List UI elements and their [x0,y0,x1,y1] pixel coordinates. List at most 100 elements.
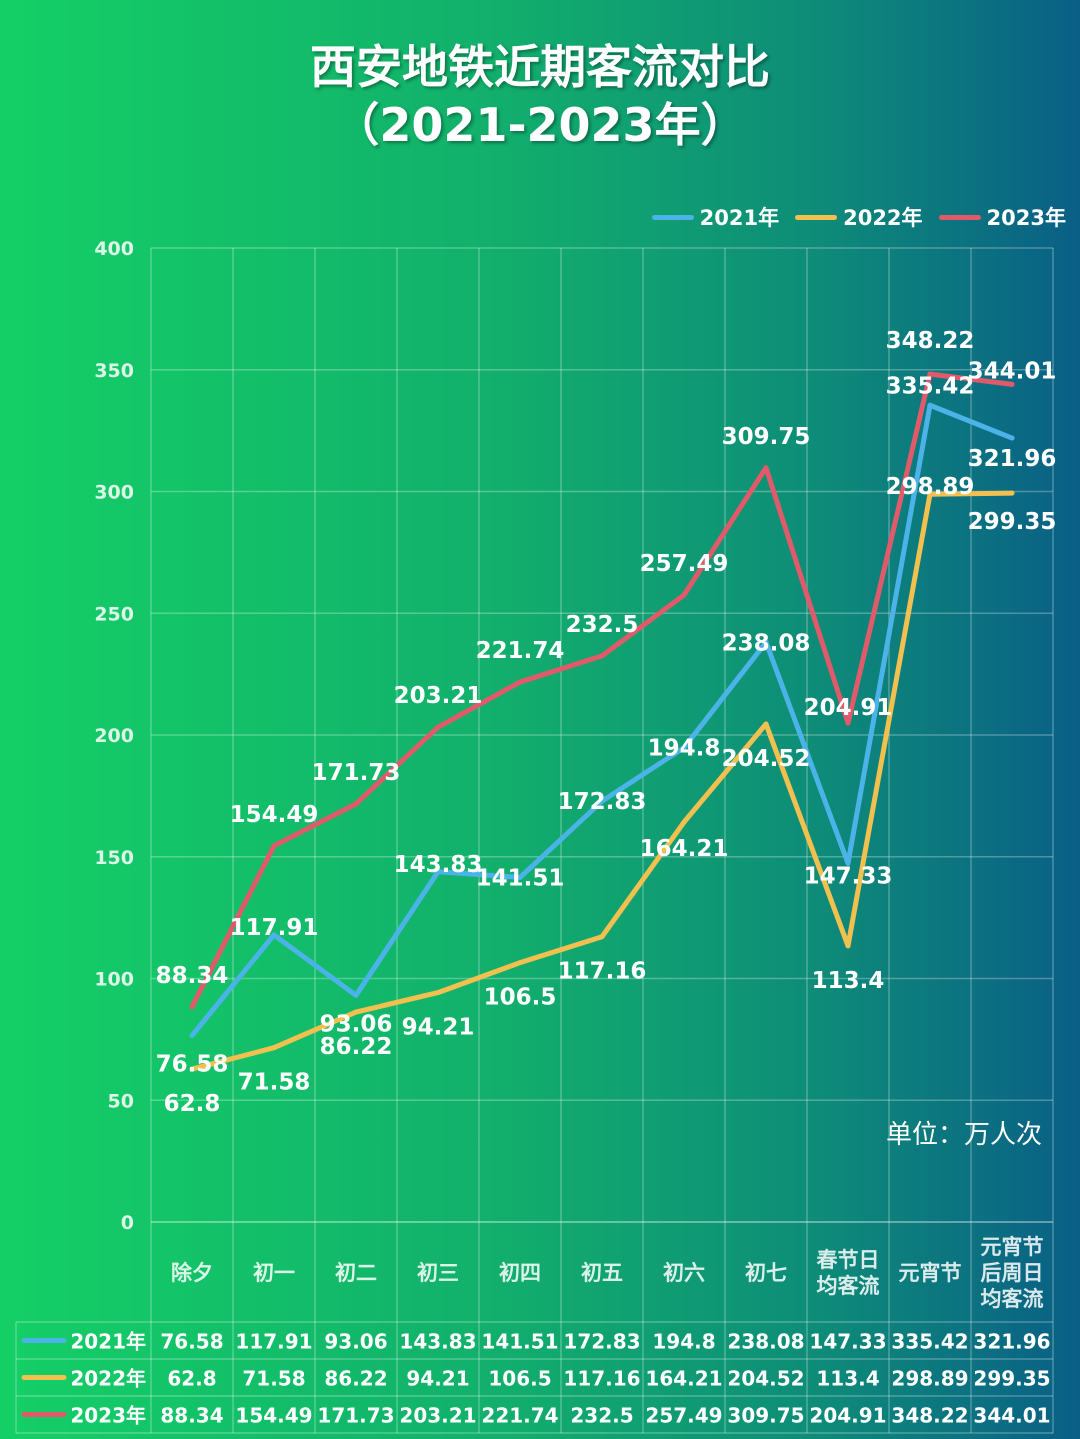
y-tick-label: 50 [108,1090,134,1112]
data-label: 321.96 [968,446,1057,472]
data-point [517,960,523,966]
data-label: 71.58 [238,1070,311,1096]
legend-label-2023: 2023年 [986,206,1066,230]
data-point [517,874,523,880]
table-cell: 171.73 [317,1404,394,1428]
table-cell: 344.01 [973,1404,1050,1428]
data-label: 86.22 [320,1034,393,1060]
data-point [763,721,769,727]
x-category-label: 初七 [745,1261,787,1285]
table-cell: 257.49 [645,1404,722,1428]
data-point [271,932,277,938]
x-category-label: 初六 [663,1261,705,1285]
data-point [353,1009,359,1015]
x-category-label: 元宵节 [899,1261,962,1285]
data-label: 298.89 [886,474,975,500]
x-category-label: 元宵节 [981,1235,1044,1259]
data-label: 117.16 [558,959,647,985]
data-label: 93.06 [320,1011,393,1037]
table-cell: 88.34 [160,1404,223,1428]
data-point [599,798,605,804]
data-point [845,943,851,949]
data-point [927,371,933,377]
table-cell: 221.74 [481,1404,558,1428]
table-cell: 204.52 [727,1367,804,1391]
data-label: 88.34 [156,963,229,989]
chart-title-line1: 西安地铁近期客流对比 [310,40,770,94]
x-category-label: 初四 [499,1261,541,1285]
table-cell: 62.8 [167,1367,216,1391]
data-point [353,801,359,807]
legend-label-2022: 2022年 [843,206,923,230]
table-cell: 117.16 [563,1367,640,1391]
table-cell: 86.22 [324,1367,387,1391]
data-point [1009,381,1015,387]
data-label: 204.52 [722,746,811,772]
table-cell: 172.83 [563,1330,640,1354]
data-label: 309.75 [722,424,811,450]
data-point [271,1045,277,1051]
data-point [189,1066,195,1072]
y-tick-label: 300 [94,482,134,504]
data-label: 348.22 [886,328,975,354]
table-cell: 141.51 [481,1330,558,1354]
data-point [1009,490,1015,496]
table-cell: 298.89 [891,1367,968,1391]
y-tick-label: 150 [94,847,134,869]
data-point [763,465,769,471]
x-category-label: 均客流 [981,1287,1044,1311]
data-point [353,992,359,998]
table-row-label: 2021年 [70,1330,146,1354]
data-point [435,869,441,875]
legend-item-2021: 2021年 [651,202,779,232]
data-label: 117.91 [230,915,319,941]
data-label: 335.42 [886,373,975,399]
data-label: 113.4 [812,968,885,994]
data-label: 62.8 [164,1091,221,1117]
data-label: 299.35 [968,509,1057,535]
table-cell: 106.5 [488,1367,551,1391]
data-point [681,819,687,825]
data-point [845,720,851,726]
x-category-label: 初一 [253,1261,295,1285]
chart-title-line2: （2021-2023年） [333,98,747,152]
table-cell: 147.33 [809,1330,886,1354]
data-point [845,860,851,866]
y-tick-label: 0 [121,1212,134,1234]
data-point [1009,435,1015,441]
table-cell: 113.4 [816,1367,879,1391]
table-cell: 309.75 [727,1404,804,1428]
legend-item-2022: 2022年 [795,202,923,232]
data-point [599,653,605,659]
data-label: 76.58 [156,1052,229,1078]
table-cell: 76.58 [160,1330,223,1354]
data-point [927,491,933,497]
data-point [189,1033,195,1039]
data-point [517,679,523,685]
data-label: 238.08 [722,630,811,656]
x-category-label: 均客流 [817,1274,880,1298]
table-cell: 232.5 [570,1404,633,1428]
y-tick-label: 100 [94,969,134,991]
x-category-label: 初三 [417,1261,459,1285]
data-point [435,990,441,996]
data-label: 106.5 [484,985,557,1011]
chart-legend: 2021年 2022年 2023年 [651,202,1066,232]
data-point [271,843,277,849]
data-label: 194.8 [648,736,721,762]
table-cell: 94.21 [406,1367,469,1391]
data-label: 203.21 [394,683,483,709]
table-cell: 93.06 [324,1330,387,1354]
data-label: 257.49 [640,551,729,577]
data-label: 171.73 [312,760,401,786]
table-cell: 204.91 [809,1404,886,1428]
legend-swatch-2021 [651,214,694,220]
data-point [927,402,933,408]
data-label: 204.91 [804,695,893,721]
table-cell: 143.83 [399,1330,476,1354]
y-tick-label: 400 [94,238,134,260]
data-label: 141.51 [476,865,565,891]
unit-label: 单位：万人次 [885,1120,1042,1150]
table-cell: 154.49 [235,1404,312,1428]
